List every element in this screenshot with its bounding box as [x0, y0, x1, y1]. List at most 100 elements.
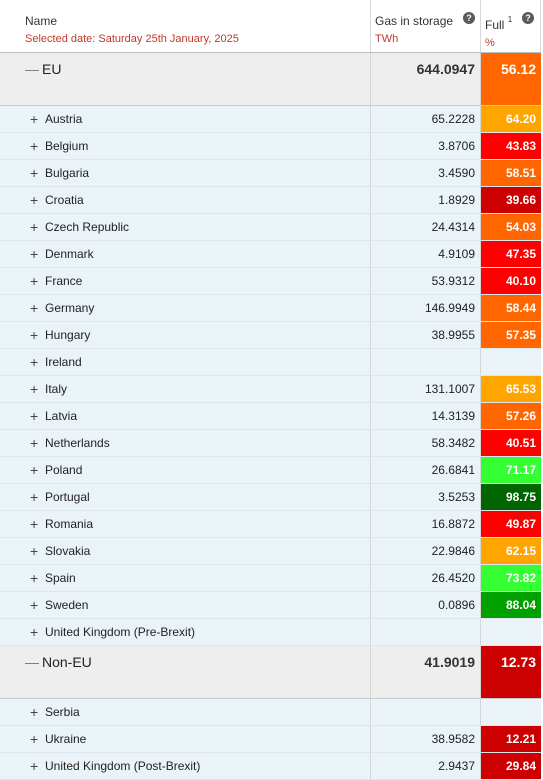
collapse-icon[interactable]: — [25, 654, 39, 670]
country-name-cell[interactable]: + Belgium [0, 133, 371, 159]
gas-value: 26.6841 [371, 457, 481, 483]
expand-icon[interactable]: + [30, 731, 39, 747]
table-row[interactable]: + France 53.9312 40.10 [0, 268, 541, 295]
table-row[interactable]: + Serbia [0, 699, 541, 726]
full-percent: 43.83 [481, 133, 541, 159]
expand-icon[interactable]: + [30, 435, 39, 451]
table-row[interactable]: + Sweden 0.0896 88.04 [0, 592, 541, 619]
table-row[interactable]: + United Kingdom (Post-Brexit) 2.9437 29.84 [0, 753, 541, 780]
full-percent: 40.51 [481, 430, 541, 456]
table-row[interactable]: + Bulgaria 3.4590 58.51 [0, 160, 541, 187]
table-row[interactable]: + Latvia 14.3139 57.26 [0, 403, 541, 430]
table-row[interactable]: + Netherlands 58.3482 40.51 [0, 430, 541, 457]
expand-icon[interactable]: + [30, 489, 39, 505]
country-name-cell[interactable]: + Austria [0, 106, 371, 132]
table-row[interactable]: + Ireland [0, 349, 541, 376]
country-name-cell[interactable]: + Spain [0, 565, 371, 591]
country-name-cell[interactable]: + Czech Republic [0, 214, 371, 240]
full-column-header[interactable]: Full 1 % ? [481, 0, 541, 52]
help-icon[interactable]: ? [463, 12, 475, 24]
country-name: Netherlands [45, 436, 110, 450]
country-name-cell[interactable]: + Hungary [0, 322, 371, 348]
table-row[interactable]: + Denmark 4.9109 47.35 [0, 241, 541, 268]
country-name-cell[interactable]: + Denmark [0, 241, 371, 267]
country-name-cell[interactable]: + Italy [0, 376, 371, 402]
expand-icon[interactable]: + [30, 300, 39, 316]
country-name-cell[interactable]: + Portugal [0, 484, 371, 510]
full-percent: 47.35 [481, 241, 541, 267]
gas-value: 38.9582 [371, 726, 481, 752]
country-name-cell[interactable]: + Germany [0, 295, 371, 321]
country-name-cell[interactable]: + Serbia [0, 699, 371, 725]
expand-icon[interactable]: + [30, 758, 39, 774]
expand-icon[interactable]: + [30, 246, 39, 262]
expand-icon[interactable]: + [30, 354, 39, 370]
country-name-cell[interactable]: + Croatia [0, 187, 371, 213]
country-name-cell[interactable]: + France [0, 268, 371, 294]
table-row[interactable]: + Hungary 38.9955 57.35 [0, 322, 541, 349]
expand-icon[interactable]: + [30, 462, 39, 478]
expand-icon[interactable]: + [30, 570, 39, 586]
expand-icon[interactable]: + [30, 408, 39, 424]
country-name-cell[interactable]: + United Kingdom (Pre-Brexit) [0, 619, 371, 645]
expand-icon[interactable]: + [30, 381, 39, 397]
table-row[interactable]: + Portugal 3.5253 98.75 [0, 484, 541, 511]
selected-date: Selected date: Saturday 25th January, 20… [25, 33, 239, 45]
gas-column-header[interactable]: Gas in storage TWh ? [371, 0, 481, 52]
country-name: Sweden [45, 598, 89, 612]
country-name-cell[interactable]: + Poland [0, 457, 371, 483]
gas-value: 3.4590 [371, 160, 481, 186]
table-row[interactable]: + Spain 26.4520 73.82 [0, 565, 541, 592]
group-name-cell[interactable]: — Non-EU [0, 646, 371, 698]
expand-icon[interactable]: + [30, 704, 39, 720]
country-name-cell[interactable]: + Sweden [0, 592, 371, 618]
expand-icon[interactable]: + [30, 273, 39, 289]
country-name-cell[interactable]: + Netherlands [0, 430, 371, 456]
expand-icon[interactable]: + [30, 543, 39, 559]
table-row[interactable]: + Czech Republic 24.4314 54.03 [0, 214, 541, 241]
table-row[interactable]: + Italy 131.1007 65.53 [0, 376, 541, 403]
group-row[interactable]: — Non-EU 41.9019 12.73 [0, 646, 541, 699]
country-name-cell[interactable]: + Slovakia [0, 538, 371, 564]
table-row[interactable]: + Romania 16.8872 49.87 [0, 511, 541, 538]
table-row[interactable]: + Poland 26.6841 71.17 [0, 457, 541, 484]
country-name: Ukraine [45, 732, 87, 746]
country-name-cell[interactable]: + Bulgaria [0, 160, 371, 186]
expand-icon[interactable]: + [30, 219, 39, 235]
table-row[interactable]: + Germany 146.9949 58.44 [0, 295, 541, 322]
table-row[interactable]: + Belgium 3.8706 43.83 [0, 133, 541, 160]
expand-icon[interactable]: + [30, 624, 39, 640]
collapse-icon[interactable]: — [25, 61, 39, 77]
table-row[interactable]: + Croatia 1.8929 39.66 [0, 187, 541, 214]
gas-value: 16.8872 [371, 511, 481, 537]
country-name: Italy [45, 382, 68, 396]
expand-icon[interactable]: + [30, 192, 39, 208]
table-row[interactable]: + Slovakia 22.9846 62.15 [0, 538, 541, 565]
full-header-label: Full 1 [485, 14, 540, 33]
full-percent: 29.84 [481, 753, 541, 779]
expand-icon[interactable]: + [30, 597, 39, 613]
country-name-cell[interactable]: + Latvia [0, 403, 371, 429]
country-name: Latvia [45, 409, 78, 423]
group-row[interactable]: — EU 644.0947 56.12 [0, 53, 541, 106]
table-row[interactable]: + Ukraine 38.9582 12.21 [0, 726, 541, 753]
gas-header-label: Gas in storage [375, 14, 454, 28]
expand-icon[interactable]: + [30, 516, 39, 532]
country-name-cell[interactable]: + Ukraine [0, 726, 371, 752]
table-row[interactable]: + United Kingdom (Pre-Brexit) [0, 619, 541, 646]
expand-icon[interactable]: + [30, 111, 39, 127]
gas-value: 24.4314 [371, 214, 481, 240]
name-column-header[interactable]: Name Selected date: Saturday 25th Januar… [0, 0, 371, 52]
expand-icon[interactable]: + [30, 138, 39, 154]
gas-value [371, 699, 481, 725]
group-name-cell[interactable]: — EU [0, 53, 371, 105]
table-row[interactable]: + Austria 65.2228 64.20 [0, 106, 541, 133]
country-name: Austria [45, 112, 83, 126]
gas-value: 14.3139 [371, 403, 481, 429]
country-name-cell[interactable]: + United Kingdom (Post-Brexit) [0, 753, 371, 779]
country-name-cell[interactable]: + Romania [0, 511, 371, 537]
expand-icon[interactable]: + [30, 165, 39, 181]
country-name-cell[interactable]: + Ireland [0, 349, 371, 375]
expand-icon[interactable]: + [30, 327, 39, 343]
help-icon[interactable]: ? [522, 12, 534, 24]
